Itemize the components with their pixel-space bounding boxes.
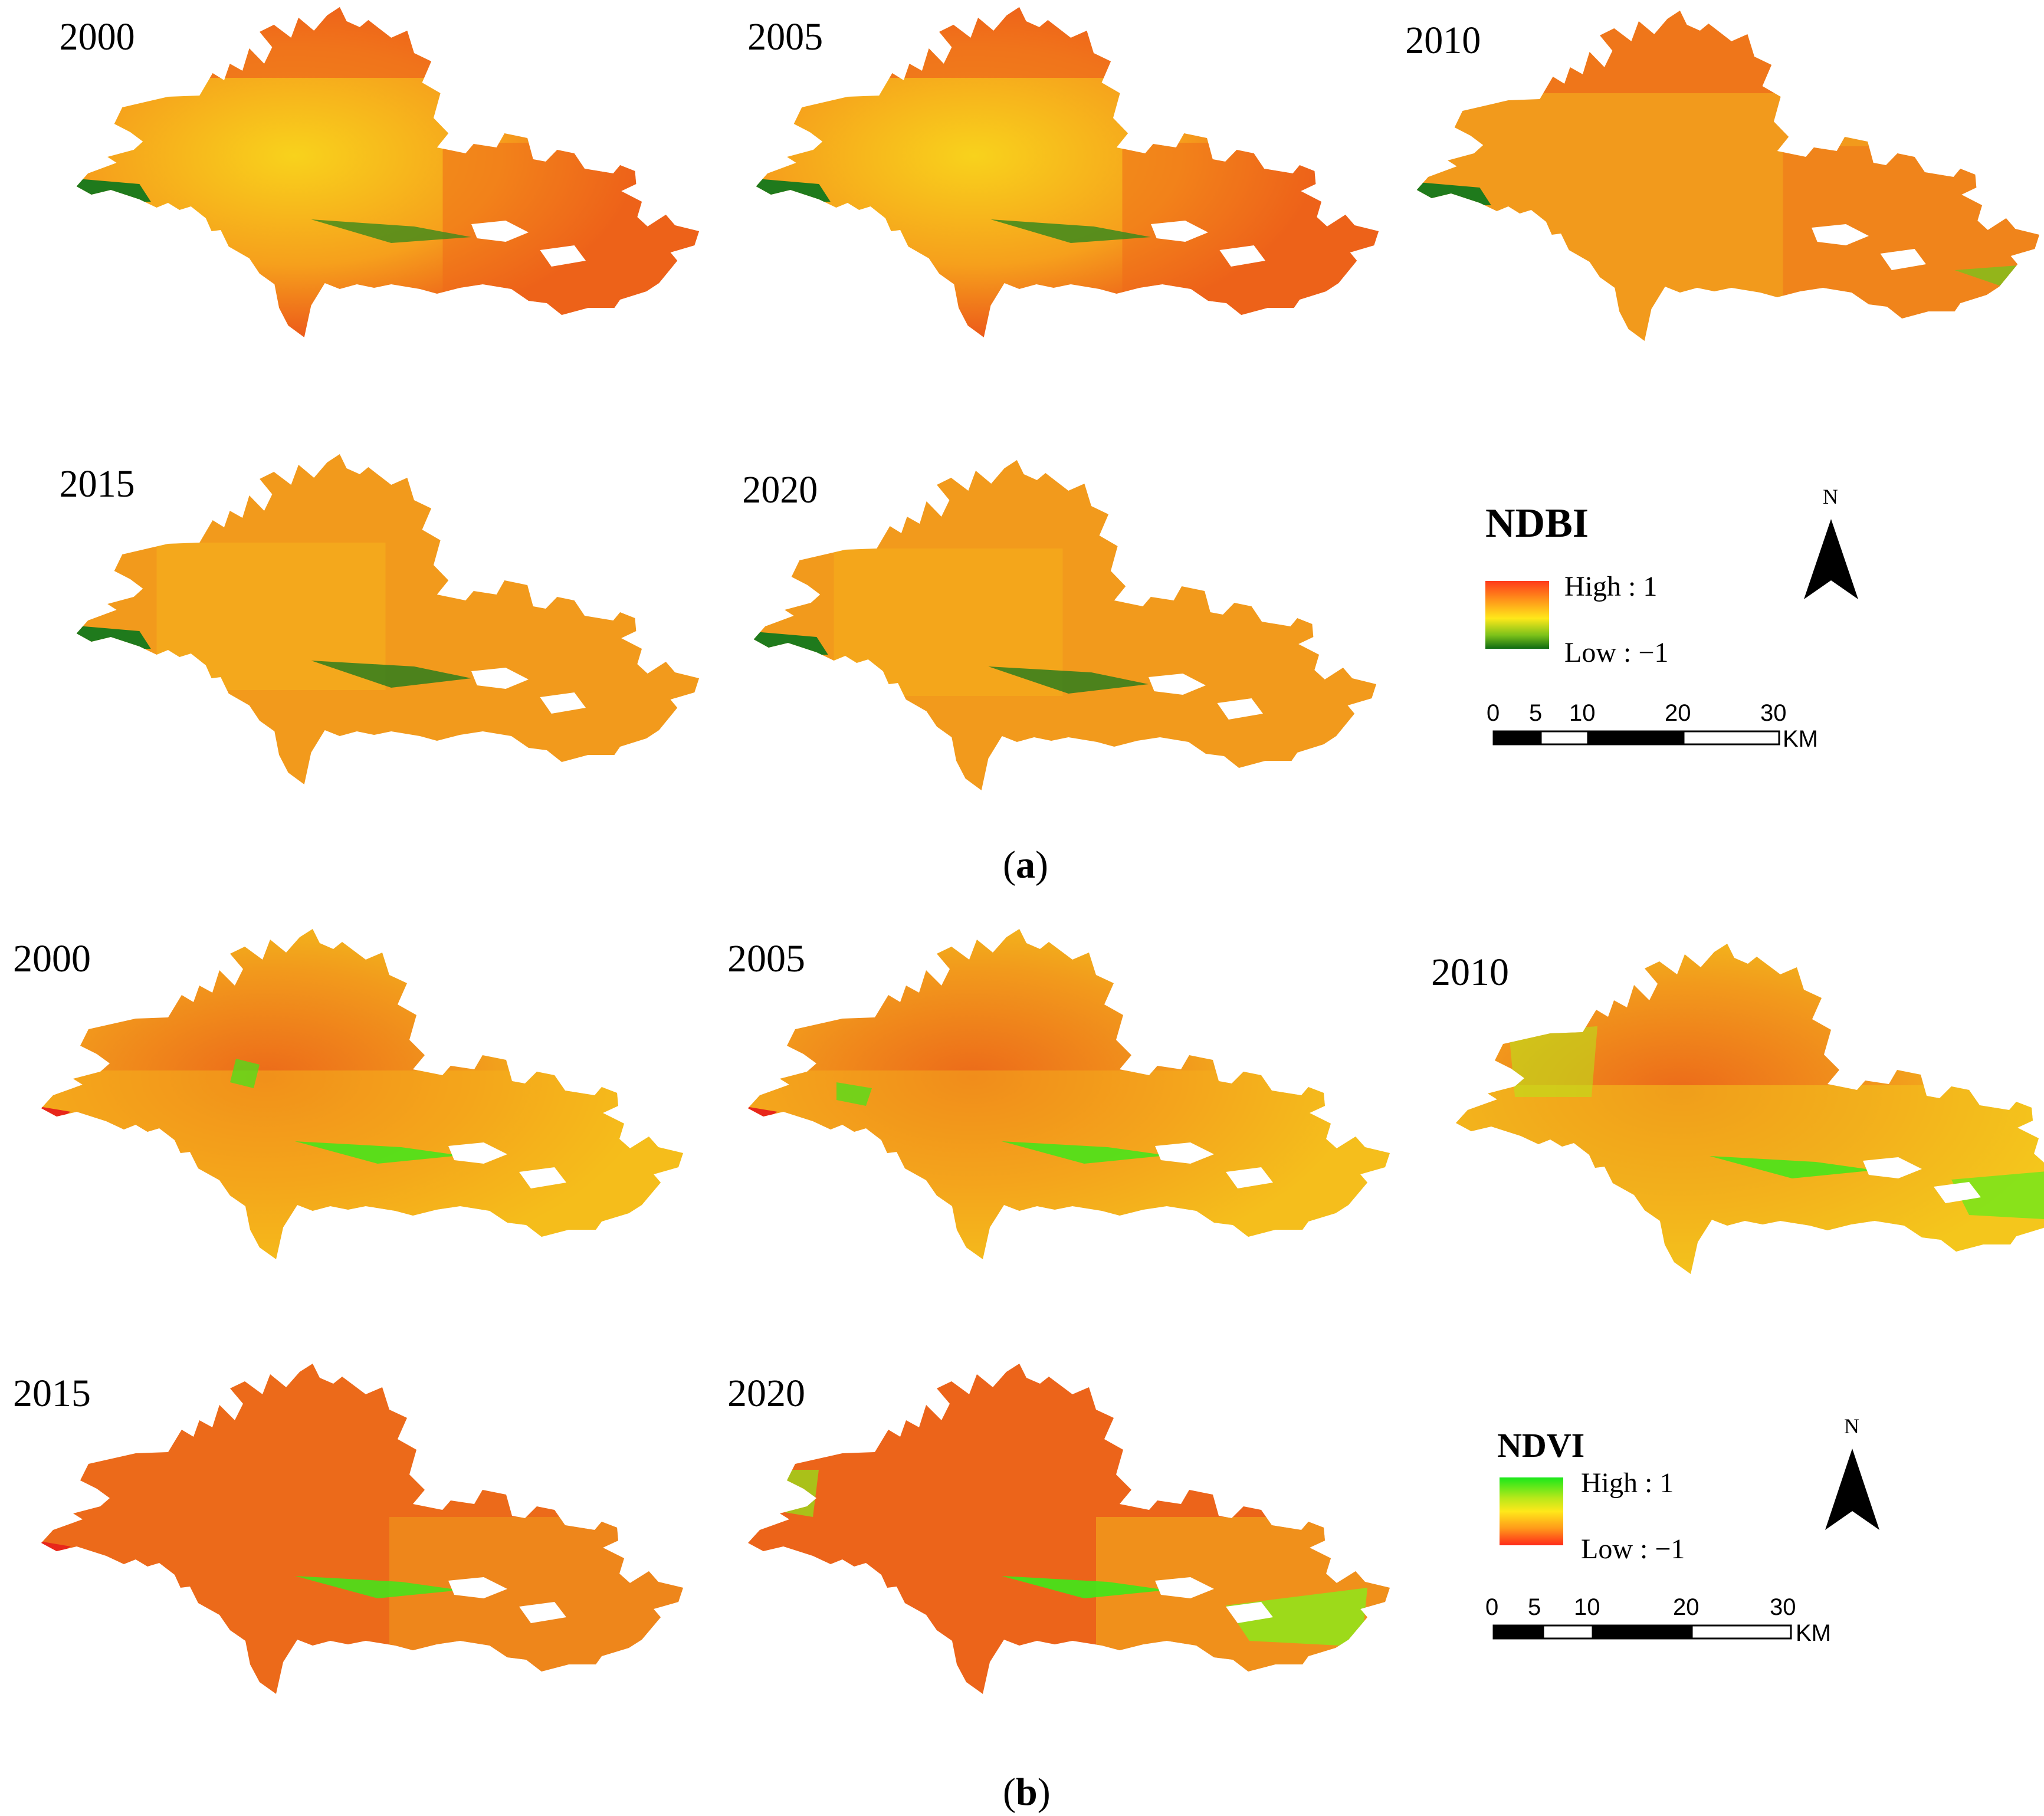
scale-bar: 0 5 10 20 30 KM — [1487, 700, 1818, 752]
scale-unit: KM — [1796, 1620, 1831, 1646]
legend-low-label: Low : −1 — [1581, 1533, 1685, 1565]
north-label: N — [1844, 1414, 1859, 1438]
legend-title: NDBI — [1485, 501, 1589, 546]
scale-tick-5: 5 — [1528, 1594, 1541, 1620]
ndbi-map-2000: 2000 — [60, 7, 700, 337]
year-label: 2005 — [747, 15, 823, 58]
scale-tick-20: 20 — [1673, 1594, 1699, 1620]
year-label: 2010 — [1431, 951, 1509, 994]
year-label: 2015 — [13, 1372, 91, 1415]
scale-tick-30: 30 — [1760, 700, 1787, 726]
year-label: 2005 — [727, 937, 805, 980]
legend-title: NDVI — [1497, 1426, 1584, 1464]
ndvi-map-2015: 2015 — [13, 1364, 683, 1694]
ndvi-map-2010: 2010 — [1431, 944, 2044, 1274]
year-label: 2015 — [60, 462, 135, 505]
year-label: 2010 — [1405, 19, 1481, 62]
ndvi-legend: NDVI High : 1 Low : −1 — [1497, 1426, 1685, 1565]
scale-tick-20: 20 — [1665, 700, 1691, 726]
panel-a-ndbi: 2000 2005 2010 — [60, 7, 2040, 886]
legend-high-label: High : 1 — [1581, 1467, 1674, 1499]
ndbi-map-2010: 2010 — [1405, 11, 2040, 341]
scale-tick-10: 10 — [1569, 700, 1596, 726]
ndvi-map-2000: 2000 — [13, 929, 683, 1259]
legend-color-ramp — [1485, 581, 1549, 649]
ndbi-legend: NDBI High : 1 Low : −1 — [1485, 501, 1668, 668]
ndbi-map-2015: 2015 — [60, 454, 700, 784]
scale-tick-0: 0 — [1487, 700, 1500, 726]
legend-high-label: High : 1 — [1564, 571, 1657, 602]
year-label: 2000 — [60, 15, 135, 58]
scale-tick-0: 0 — [1485, 1594, 1498, 1620]
north-label: N — [1823, 485, 1838, 508]
panel-b-caption: (b) — [1003, 1771, 1051, 1814]
legend-color-ramp — [1500, 1477, 1563, 1545]
ndbi-map-2020: 2020 — [742, 460, 1377, 790]
ndvi-map-2005: 2005 — [727, 929, 1390, 1259]
north-arrow-icon — [1804, 519, 1858, 599]
north-arrow: N — [1804, 485, 1858, 599]
panel-b-ndvi: 2000 2005 2010 — [13, 929, 2044, 1814]
year-label: 2020 — [742, 468, 818, 511]
scale-bar: 0 5 10 20 30 KM — [1485, 1594, 1831, 1646]
scale-tick-30: 30 — [1770, 1594, 1796, 1620]
year-label: 2020 — [727, 1372, 805, 1415]
scale-unit: KM — [1783, 726, 1818, 752]
ndvi-map-2020: 2020 — [727, 1364, 1390, 1694]
scale-tick-5: 5 — [1529, 700, 1542, 726]
north-arrow: N — [1825, 1414, 1879, 1530]
panel-a-caption: (a) — [1003, 843, 1048, 886]
ndbi-map-2005: 2005 — [747, 7, 1379, 337]
legend-low-label: Low : −1 — [1564, 637, 1668, 668]
north-arrow-icon — [1825, 1449, 1879, 1530]
year-label: 2000 — [13, 937, 91, 980]
scale-tick-10: 10 — [1574, 1594, 1600, 1620]
